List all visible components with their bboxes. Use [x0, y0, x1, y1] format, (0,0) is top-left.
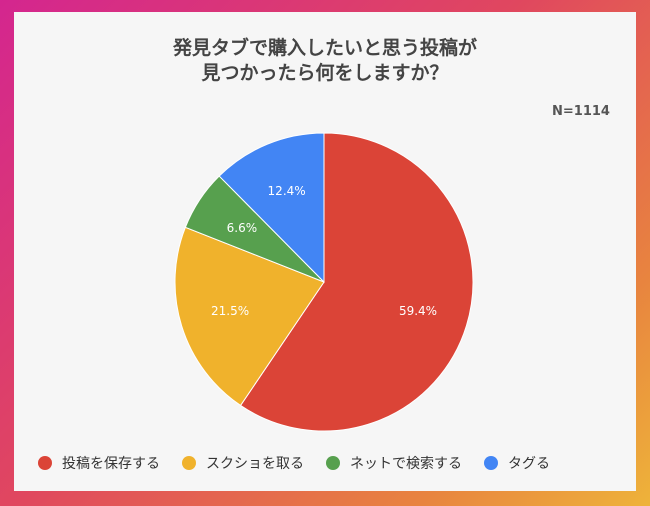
- legend-swatch-3: [326, 456, 340, 470]
- pie-slice-label-4: 12.4%: [268, 184, 306, 198]
- pie-slice-1: [239, 132, 474, 432]
- sample-size-note: N=1114: [552, 104, 610, 119]
- legend-label-3: ネットで検索する: [350, 456, 462, 472]
- pie-slice-4: [218, 132, 325, 284]
- legend-swatch-4: [484, 456, 498, 470]
- chart-title: 発見タブで購入したいと思う投稿が 見つかったら何をしますか？: [14, 36, 636, 86]
- legend-item-1: 投稿を保存する: [38, 453, 160, 473]
- legend-label-2: スクショを取る: [206, 456, 304, 472]
- legend-item-3: ネットで検索する: [326, 453, 462, 473]
- pie-slice-2: [174, 226, 325, 407]
- legend-label-1: 投稿を保存する: [62, 456, 160, 472]
- legend-swatch-1: [38, 456, 52, 470]
- legend-item-2: スクショを取る: [182, 453, 304, 473]
- pie-slice-label-2: 21.5%: [211, 304, 249, 318]
- legend-item-4: タグる: [484, 453, 550, 473]
- pie-slice-label-3: 6.6%: [227, 221, 258, 235]
- pie-slice-label-1: 59.4%: [399, 304, 437, 318]
- legend-label-4: タグる: [508, 456, 550, 472]
- chart-title-line-2: 見つかったら何をしますか？: [201, 62, 449, 84]
- legend-swatch-2: [182, 456, 196, 470]
- chart-title-line-1: 発見タブで購入したいと思う投稿が: [172, 37, 477, 59]
- chart-legend: 投稿を保存する スクショを取る ネットで検索する タグる: [38, 450, 550, 476]
- chart-card: 発見タブで購入したいと思う投稿が 見つかったら何をしますか？ N=1114 59…: [14, 12, 636, 491]
- pie-chart: 59.4% 21.5% 6.6% 12.4%: [174, 132, 474, 432]
